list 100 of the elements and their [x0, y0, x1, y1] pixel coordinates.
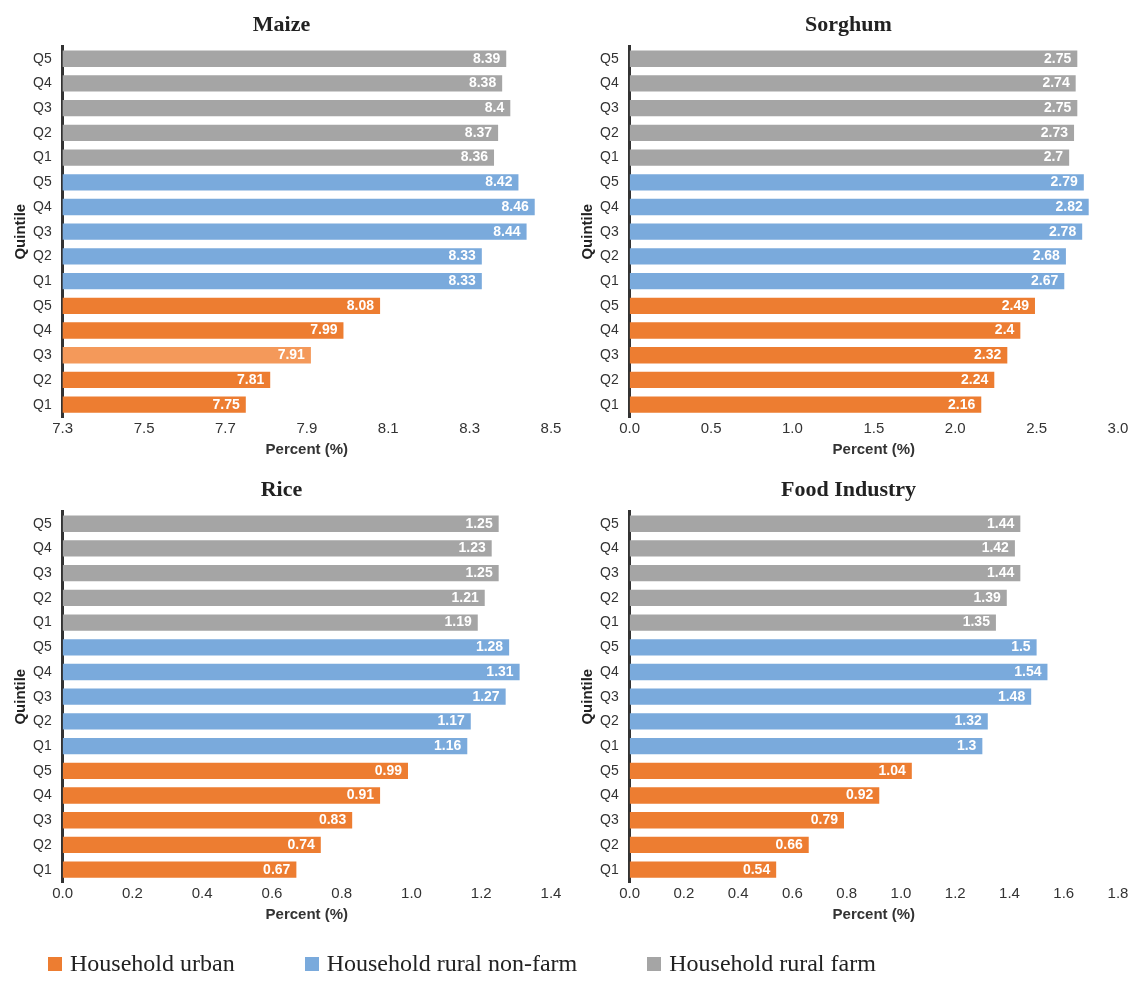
- bar: [629, 812, 844, 829]
- y-tick-label: Q5: [32, 173, 52, 190]
- data-label: 1.04: [878, 761, 907, 778]
- y-tick-label: Q5: [599, 514, 619, 531]
- y-tick-label: Q3: [32, 687, 52, 704]
- data-label: 7.75: [212, 395, 241, 412]
- bar: [629, 787, 880, 804]
- x-tick-label: 3.0: [1107, 419, 1129, 437]
- y-tick-label: Q1: [599, 613, 619, 630]
- data-label: 8.4: [484, 99, 505, 116]
- x-tick-label: 0.8: [331, 884, 353, 902]
- data-label: 1.35: [962, 613, 991, 630]
- data-label: 1.48: [997, 687, 1026, 704]
- data-label: 0.74: [287, 835, 315, 852]
- data-label: 1.17: [437, 712, 465, 729]
- bar: [629, 663, 1048, 681]
- y-tick-label: Q3: [32, 222, 52, 239]
- x-tick-label: 7.5: [133, 419, 155, 437]
- x-tick-label: 1.0: [782, 419, 803, 437]
- x-tick-label: 0.6: [782, 884, 803, 902]
- data-label: 8.42: [485, 173, 513, 190]
- bar: [629, 688, 1032, 705]
- bar: [62, 787, 381, 804]
- x-tick-label: 1.0: [890, 884, 912, 902]
- bar: [629, 50, 1078, 67]
- bar: [62, 639, 510, 656]
- y-tick-label: Q2: [32, 835, 52, 852]
- data-label: 0.83: [318, 811, 347, 828]
- data-label: 2.7: [1043, 148, 1064, 165]
- y-tick-label: Q4: [32, 197, 52, 214]
- x-tick-label: 0.0: [619, 884, 641, 902]
- data-label: 1.25: [465, 564, 493, 581]
- x-tick-label: 0.0: [619, 419, 641, 437]
- y-tick-label: Q2: [599, 123, 619, 140]
- chart-title: Maize: [252, 10, 311, 36]
- y-tick-label: Q1: [599, 148, 619, 165]
- x-tick-label: 7.3: [52, 419, 74, 437]
- bar: [62, 663, 520, 681]
- x-tick-label: 0.8: [836, 884, 858, 902]
- bar: [629, 614, 996, 631]
- bar: [62, 737, 468, 755]
- bar: [629, 124, 1075, 142]
- y-tick-label: Q4: [599, 321, 619, 338]
- y-tick-label: Q4: [32, 786, 52, 803]
- bar: [629, 248, 1066, 265]
- y-axis-title: Quintile: [578, 203, 596, 260]
- data-label: 0.54: [742, 860, 771, 877]
- x-tick-label: 0.4: [191, 884, 213, 902]
- x-tick-label: 1.2: [944, 884, 966, 902]
- data-label: 2.24: [961, 370, 989, 387]
- y-tick-label: Q2: [599, 247, 619, 264]
- data-label: 7.81: [236, 370, 265, 387]
- y-tick-label: Q3: [599, 811, 619, 828]
- chart-title: Food Industry: [780, 475, 917, 501]
- bar: [629, 322, 1021, 339]
- data-label: 8.33: [448, 271, 477, 288]
- data-label: 1.27: [472, 687, 500, 704]
- y-tick-label: Q3: [599, 222, 619, 239]
- data-label: 1.39: [973, 588, 1001, 605]
- data-label: 8.38: [468, 74, 497, 91]
- data-label: 1.5: [1011, 638, 1031, 655]
- data-label: 1.25: [465, 514, 493, 531]
- data-label: 1.16: [434, 736, 462, 753]
- legend-label: Household rural non-farm: [326, 950, 578, 977]
- bar: [629, 540, 1015, 557]
- y-tick-label: Q3: [32, 811, 52, 828]
- y-tick-label: Q2: [32, 712, 52, 729]
- legend-label: Household rural farm: [669, 950, 876, 977]
- data-label: 2.68: [1032, 247, 1061, 264]
- y-tick-label: Q1: [599, 736, 619, 753]
- data-label: 2.79: [1050, 173, 1079, 190]
- data-label: 1.3: [956, 736, 977, 753]
- y-tick-label: Q5: [32, 296, 52, 313]
- bar: [629, 75, 1076, 92]
- data-label: 0.67: [263, 860, 291, 877]
- y-tick-label: Q3: [32, 564, 52, 581]
- data-label: 2.75: [1044, 99, 1072, 116]
- bar: [62, 589, 485, 607]
- y-tick-label: Q2: [32, 588, 52, 605]
- y-tick-label: Q5: [599, 761, 619, 778]
- data-label: 0.79: [810, 811, 839, 828]
- y-tick-label: Q5: [32, 49, 52, 66]
- data-label: 2.82: [1055, 197, 1083, 214]
- y-tick-label: Q2: [599, 712, 619, 729]
- data-label: 8.08: [346, 296, 375, 313]
- data-label: 2.32: [974, 346, 1002, 363]
- bar: [62, 812, 353, 829]
- y-tick-label: Q1: [32, 271, 52, 288]
- bar: [629, 100, 1078, 117]
- data-label: 1.19: [444, 613, 472, 630]
- data-label: 8.33: [448, 247, 477, 264]
- data-label: 7.91: [277, 346, 306, 363]
- y-tick-label: Q3: [599, 99, 619, 116]
- bar: [629, 639, 1037, 656]
- data-label: 2.73: [1040, 123, 1069, 140]
- y-tick-label: Q4: [32, 74, 52, 91]
- x-axis-title: Percent (%): [832, 440, 916, 458]
- x-tick-label: 0.0: [52, 884, 74, 902]
- x-tick-label: 1.6: [1053, 884, 1075, 902]
- data-label: 8.44: [493, 222, 521, 239]
